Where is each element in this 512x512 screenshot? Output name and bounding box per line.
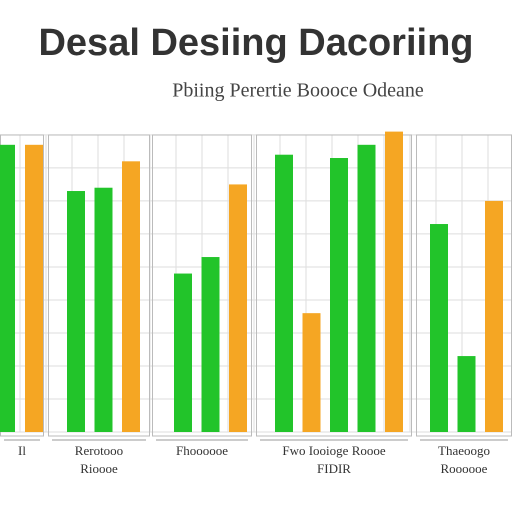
bar	[94, 187, 113, 432]
group-label: Roooooe	[441, 461, 488, 476]
group-label: FIDIR	[317, 461, 351, 476]
panel-frame	[48, 134, 150, 437]
group-label: Fwo Iooioge Roooe	[282, 443, 386, 458]
bar	[330, 158, 348, 433]
bar	[485, 200, 503, 432]
group-label: Il	[18, 443, 26, 458]
bar	[201, 257, 220, 432]
chart-title: Desal Desiing Dacoriing	[38, 22, 473, 64]
bar	[122, 161, 140, 432]
bar	[229, 184, 247, 432]
bar	[174, 273, 192, 432]
chart-subtitle: Pbiing Perertie Boooce Odeane	[172, 80, 424, 102]
bar	[430, 224, 448, 432]
bar	[357, 144, 376, 432]
group-label: Thaeoogo	[438, 443, 490, 458]
panel-frame	[256, 134, 412, 437]
bar	[457, 356, 476, 432]
group-label: Rioooe	[80, 461, 118, 476]
group-label: Fhoooooe	[176, 443, 228, 458]
bar	[385, 131, 403, 432]
bar	[0, 144, 15, 432]
panel-frame	[152, 134, 252, 437]
bar	[67, 191, 85, 432]
bar	[302, 313, 321, 432]
bar	[25, 144, 43, 432]
group-label: Rerotooo	[75, 443, 123, 458]
bar	[275, 154, 293, 433]
